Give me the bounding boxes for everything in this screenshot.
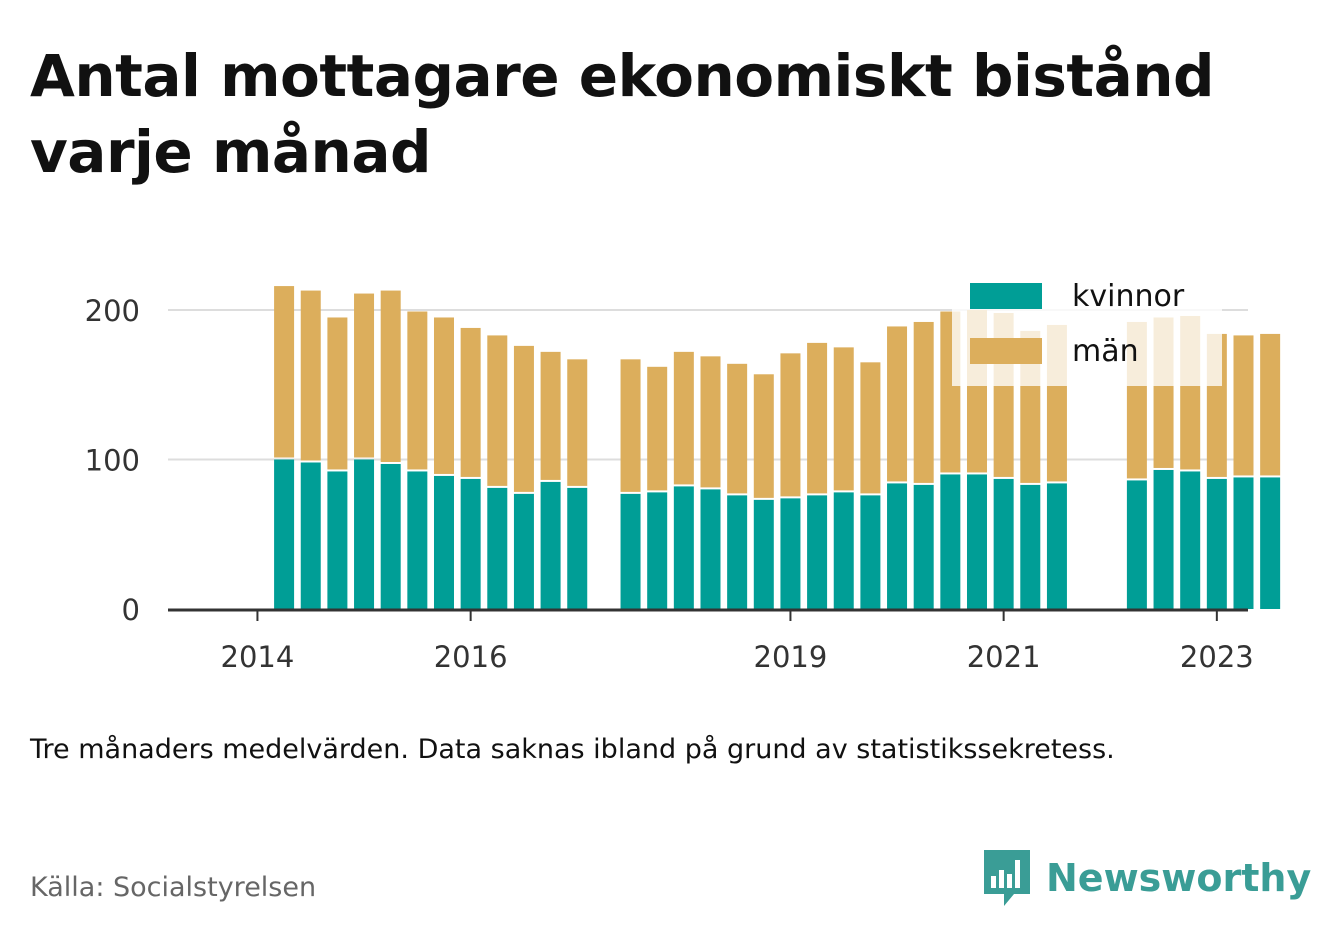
x-tick-label-2014: 2014 bbox=[221, 640, 295, 674]
bar-kvinnor-0 bbox=[274, 459, 295, 609]
bar-man-12 bbox=[620, 359, 641, 492]
bar-man-3 bbox=[354, 293, 375, 458]
bar-kvinnor-2 bbox=[327, 471, 348, 609]
bar-kvinnor-17 bbox=[753, 499, 774, 609]
bar-kvinnor-4 bbox=[380, 463, 401, 609]
bar-kvinnor-5 bbox=[407, 471, 428, 609]
bar-kvinnor-7 bbox=[460, 478, 481, 609]
legend-swatch-kvinnor bbox=[970, 283, 1042, 309]
bar-man-17 bbox=[753, 374, 774, 498]
bar-kvinnor-1 bbox=[300, 462, 321, 609]
bar-kvinnor-33 bbox=[1233, 477, 1254, 609]
bar-man-10 bbox=[540, 351, 561, 480]
bar-kvinnor-15 bbox=[700, 489, 721, 609]
legend-label-man: män bbox=[1072, 334, 1139, 369]
bar-kvinnor-30 bbox=[1153, 469, 1174, 609]
bar-man-2 bbox=[327, 317, 348, 470]
x-tick-label-2019: 2019 bbox=[754, 640, 828, 674]
bar-man-4 bbox=[380, 290, 401, 462]
chart-note: Tre månaders medelvärden. Data saknas ib… bbox=[30, 734, 1115, 765]
bar-kvinnor-10 bbox=[540, 481, 561, 609]
bar-man-34 bbox=[1260, 333, 1281, 476]
bar-man-1 bbox=[300, 290, 321, 461]
bar-man-9 bbox=[513, 345, 534, 492]
bar-kvinnor-9 bbox=[513, 493, 534, 609]
bar-man-7 bbox=[460, 327, 481, 477]
bar-man-19 bbox=[807, 342, 828, 494]
bar-kvinnor-8 bbox=[487, 487, 508, 609]
bar-man-6 bbox=[433, 317, 454, 474]
bar-kvinnor-26 bbox=[993, 478, 1014, 609]
legend-label-kvinnor: kvinnor bbox=[1072, 279, 1185, 314]
bar-kvinnor-24 bbox=[940, 474, 961, 609]
bar-kvinnor-31 bbox=[1180, 471, 1201, 609]
brand-name: Newsworthy bbox=[1046, 856, 1312, 900]
bar-chart-speech-bubble-icon bbox=[984, 850, 1030, 906]
bar-man-8 bbox=[487, 335, 508, 486]
bar-man-21 bbox=[860, 362, 881, 494]
bar-kvinnor-22 bbox=[887, 483, 908, 609]
bar-kvinnor-19 bbox=[807, 495, 828, 609]
bar-kvinnor-13 bbox=[647, 492, 668, 609]
bar-man-15 bbox=[700, 356, 721, 488]
bar-man-14 bbox=[673, 351, 694, 485]
bar-kvinnor-6 bbox=[433, 475, 454, 609]
brand-logo: Newsworthy bbox=[982, 848, 1311, 908]
x-tick-label-2016: 2016 bbox=[434, 640, 508, 674]
bar-kvinnor-14 bbox=[673, 486, 694, 609]
bar-kvinnor-3 bbox=[354, 459, 375, 609]
bar-man-22 bbox=[887, 326, 908, 482]
y-axis-labels: 0 100 200 bbox=[85, 294, 140, 627]
bar-kvinnor-18 bbox=[780, 498, 801, 609]
bar-man-18 bbox=[780, 353, 801, 497]
legend-swatch-man bbox=[970, 338, 1042, 364]
bar-man-5 bbox=[407, 311, 428, 470]
bar-kvinnor-34 bbox=[1260, 477, 1281, 609]
bar-kvinnor-32 bbox=[1206, 478, 1227, 609]
bar-man-16 bbox=[727, 363, 748, 494]
bar-kvinnor-29 bbox=[1126, 480, 1147, 609]
bar-kvinnor-21 bbox=[860, 495, 881, 609]
y-tick-label-200: 200 bbox=[85, 294, 140, 328]
bars bbox=[274, 286, 1281, 609]
bar-kvinnor-12 bbox=[620, 493, 641, 609]
x-axis-ticks: 2014 2016 2019 2021 2023 bbox=[221, 610, 1254, 674]
bar-kvinnor-28 bbox=[1046, 483, 1067, 609]
source-label: Källa: Socialstyrelsen bbox=[30, 872, 317, 903]
bar-man-20 bbox=[833, 347, 854, 491]
chart-title: Antal mottagare ekonomiskt bistånd varje… bbox=[30, 42, 1215, 186]
bar-kvinnor-20 bbox=[833, 492, 854, 609]
bar-kvinnor-16 bbox=[727, 495, 748, 609]
bar-kvinnor-23 bbox=[913, 484, 934, 609]
bar-man-33 bbox=[1233, 335, 1254, 476]
bar-kvinnor-27 bbox=[1020, 484, 1041, 609]
bar-man-13 bbox=[647, 366, 668, 491]
legend: kvinnor män bbox=[952, 268, 1222, 386]
x-tick-label-2021: 2021 bbox=[967, 640, 1041, 674]
bar-man-0 bbox=[274, 286, 295, 458]
y-tick-label-100: 100 bbox=[85, 444, 140, 478]
bar-man-23 bbox=[913, 321, 934, 483]
x-tick-label-2023: 2023 bbox=[1180, 640, 1254, 674]
chart: 0 100 200 2014 2016 2019 2021 2023 kvinnor män bbox=[85, 268, 1281, 674]
bar-kvinnor-25 bbox=[966, 474, 987, 609]
bar-man-11 bbox=[567, 359, 588, 486]
y-tick-label-0: 0 bbox=[122, 593, 140, 627]
bar-kvinnor-11 bbox=[567, 487, 588, 609]
